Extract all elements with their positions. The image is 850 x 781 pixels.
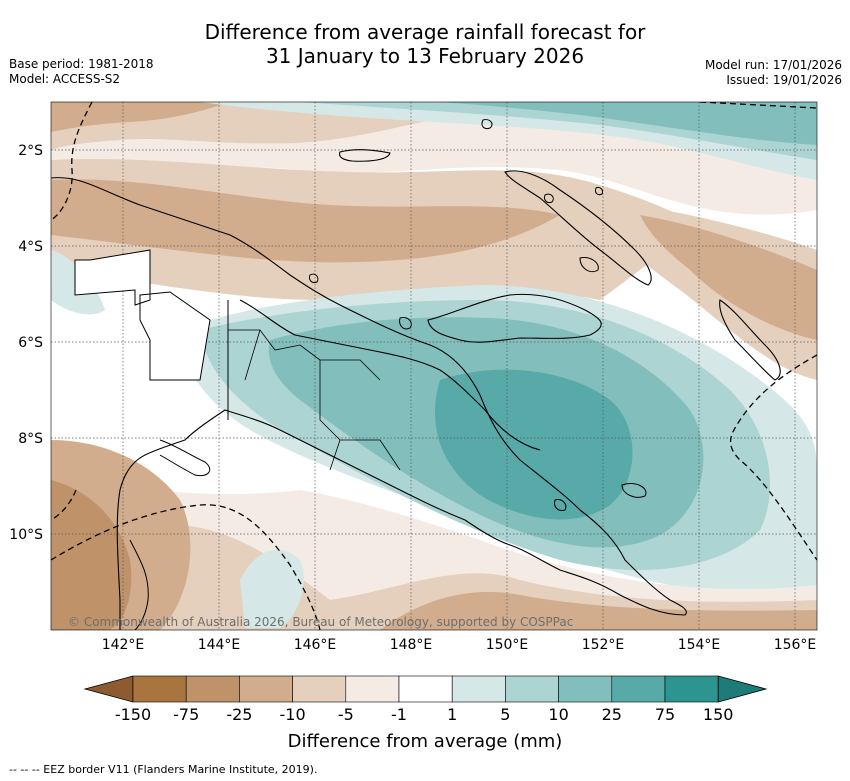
eez-borders (51, 102, 817, 630)
colorbar-tick-labels: -150 -75 -25 -10 -5 -1 1 5 10 25 75 150 (115, 705, 734, 724)
contour-wet-core (434, 369, 633, 520)
lon-label-154e: 154°E (678, 637, 721, 653)
colorbar-segment (664, 675, 719, 703)
lon-label-152e: 152°E (582, 637, 625, 653)
lon-label-156e: 156°E (774, 637, 817, 653)
lat-label-8s: 8°S (18, 431, 43, 447)
colorbar-tick-label: 150 (703, 705, 734, 724)
contour-southwest-strong-dry (51, 480, 132, 630)
island-c (309, 273, 319, 283)
island-h (544, 193, 554, 203)
colorbar-tick-label: -75 (173, 705, 199, 724)
contour-southwest-wet (240, 549, 304, 628)
lon-label-150e: 150°E (486, 637, 529, 653)
new-guinea-coastline (51, 177, 687, 630)
island-f (554, 499, 567, 511)
lat-label-6s: 6°S (18, 335, 43, 351)
colorbar-tick-label: -10 (280, 705, 306, 724)
contour-northeast-moderate-dry (640, 215, 817, 340)
gridlines (51, 102, 817, 630)
contour-top-wet-strong (440, 102, 817, 145)
colorbar-segment (132, 675, 187, 703)
colorbar-tick-label: -5 (338, 705, 354, 724)
lon-label-142e: 142°E (102, 637, 145, 653)
new-britain-island (427, 293, 602, 343)
png-province-lines (228, 329, 401, 471)
eez-border-east (729, 354, 817, 561)
manus-island (339, 149, 391, 162)
latitude-labels: 2°S 4°S 6°S 8°S 10°S (9, 143, 43, 543)
colorbar-tick-label: 75 (655, 705, 675, 724)
colorbar-tick-label: 10 (548, 705, 568, 724)
lon-label-146e: 146°E (294, 637, 337, 653)
colorbar-tick-label: 1 (447, 705, 457, 724)
colorbar-segment (345, 675, 400, 703)
colorbar-tick-label: -150 (115, 705, 151, 724)
model-run: Model run: 17/01/2026 (704, 58, 842, 72)
issued-date: Issued: 19/01/2026 (726, 73, 842, 87)
eez-footnote: -- -- -- EEZ border V11 (Flanders Marine… (9, 763, 318, 776)
colorbar-extend-high (717, 675, 768, 703)
meta-right: Model run: 17/01/2026 Issued: 19/01/2026 (705, 58, 842, 88)
bougainville-island (719, 299, 781, 381)
island-b (399, 317, 412, 330)
lon-label-148e: 148°E (390, 637, 433, 653)
colorbar-tick-label: -1 (391, 705, 407, 724)
colorbar-segment (292, 675, 347, 703)
contour-south-moderate-dry (51, 440, 817, 630)
colorbar-segment (558, 675, 613, 703)
contour-north-moderate-dry (51, 102, 230, 132)
lat-label-10s: 10°S (9, 527, 43, 543)
contour-northeast-dry (600, 200, 817, 380)
map-frame (50, 101, 818, 631)
contour-band-moderate-dry (51, 179, 560, 263)
island-d (579, 257, 599, 273)
province-boundary-west (74, 249, 211, 381)
island-a (481, 119, 493, 129)
map-copyright: © Commonwealth of Australia 2026, Bureau… (68, 615, 573, 629)
eez-border-northwest (51, 102, 93, 221)
fly-river-coast (159, 439, 211, 477)
lon-label-144e: 144°E (198, 637, 241, 653)
base-period: Base period: 1981-2018 (9, 57, 154, 71)
title-line-1: Difference from average rainfall forecas… (204, 20, 646, 44)
small-islands (309, 119, 647, 511)
island-e (621, 482, 647, 498)
lat-label-2s: 2°S (18, 143, 43, 159)
lat-label-4s: 4°S (18, 239, 43, 255)
title-line-2: 31 January to 13 February 2026 (265, 44, 585, 68)
colorbar-segment (611, 675, 666, 703)
colorbar-title: Difference from average (mm) (288, 731, 563, 752)
longitude-labels: 142°E 144°E 146°E 148°E 150°E 152°E 154°… (102, 637, 817, 653)
model-name: Model: ACCESS-S2 (9, 72, 121, 86)
colorbar-segment (451, 675, 506, 703)
eez-border-southwest (51, 489, 77, 521)
colorbar (83, 675, 768, 703)
colorbar-extend-low (83, 675, 134, 703)
chart-title: Difference from average rainfall forecas… (0, 20, 850, 68)
new-guinea-north-coast (239, 299, 541, 451)
colorbar-segment (398, 675, 453, 703)
rainfall-anomaly-map: © Commonwealth of Australia 2026, Bureau… (51, 102, 817, 630)
colorbar-segment (505, 675, 559, 703)
colorbar-tick-label: -25 (226, 705, 252, 724)
colorbar-segment (239, 675, 293, 703)
island-g (595, 187, 603, 196)
colorbar-segment (185, 675, 240, 703)
cape-york-coast (129, 539, 149, 630)
colorbar-tick-label: 25 (602, 705, 622, 724)
colorbar-tick-label: 5 (500, 705, 510, 724)
eez-border-south (51, 504, 321, 630)
meta-left: Base period: 1981-2018 Model: ACCESS-S2 (9, 57, 154, 87)
new-ireland-island (504, 170, 652, 286)
